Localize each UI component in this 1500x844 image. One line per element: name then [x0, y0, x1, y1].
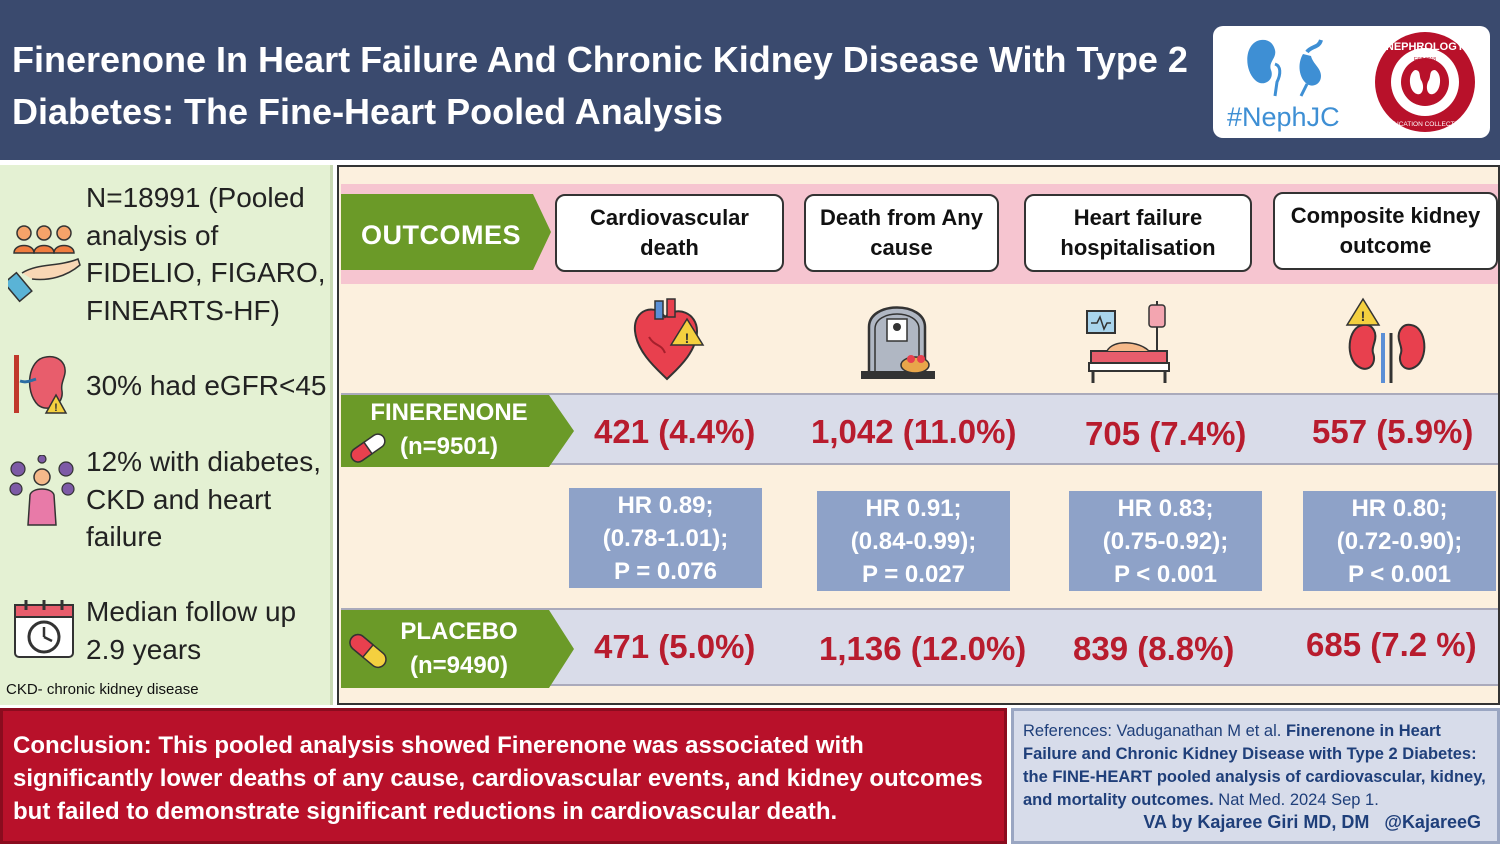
outcomes-header-band: OUTCOMES Cardiovascular death Death from… [341, 184, 1498, 284]
hr-p-line: P < 0.001 [1114, 561, 1217, 588]
reference-prefix: References: Vaduganathan M et al. [1023, 722, 1282, 740]
svg-text:!: ! [54, 402, 58, 414]
placebo-cv-death-value: 471 (5.0%) [594, 628, 756, 665]
placebo-n: (n=9490) [409, 652, 509, 679]
finerenone-arrow-shape [341, 395, 574, 467]
logo-box: #NephJC NEPHROLOGY EDUCATION COLLECTIVE … [1213, 26, 1490, 138]
hr-p-line: P = 0.076 [614, 558, 717, 585]
finerenone-row: FINERENONE (n=9501) 421 (4.4%) 1,042 (11… [341, 393, 1498, 467]
placebo-hf-value: 839 (8.8%) [1073, 630, 1235, 667]
references-box: References: Vaduganathan M et al. Finere… [1011, 708, 1500, 844]
stat-egfr: 30% had eGFR<45 [86, 370, 327, 401]
hr-p-line: P = 0.027 [862, 561, 965, 588]
finerenone-label: FINERENONE [370, 399, 528, 426]
placebo-kidney-value: 685 (7.2 %) [1306, 626, 1477, 663]
finerenone-cv-death-value: 421 (4.4%) [594, 413, 756, 450]
finerenone-hf-value: 705 (7.4%) [1085, 415, 1247, 452]
hr-ci-line: (0.75-0.92); [1102, 528, 1229, 555]
outcome-header-all-cause-death: Death from Any cause [804, 194, 999, 272]
pill-icon [350, 433, 386, 463]
calendar-clock-icon [14, 600, 74, 658]
conclusion-box: Conclusion: This pooled analysis showed … [0, 708, 1007, 844]
nephjc-kidney-logo-icon [1247, 39, 1323, 97]
nec-logo-bottom-text: EDUCATION COLLECTIVE [1385, 121, 1466, 128]
finerenone-kidney-value: 557 (5.9%) [1312, 413, 1474, 450]
stat-pooled-n: N=18991 (Pooled analysis of FIDELIO, FIG… [86, 182, 326, 326]
group-care-icon [8, 225, 81, 303]
nec-logo-top-text: NEPHROLOGY [1386, 41, 1465, 53]
nephjc-logo-text: #NephJC [1227, 102, 1340, 132]
kidney-warning-icon: ! [1345, 297, 1426, 383]
hr-ci-line: (0.84-0.99); [850, 528, 977, 555]
reference-title: Finerenone in Heart Failure and Chronic … [1023, 722, 1486, 809]
hospital-bed-icon [1086, 301, 1170, 383]
finerenone-n: (n=9501) [399, 433, 499, 460]
patient-conditions-icon [9, 455, 75, 526]
page-title: Finerenone In Heart Failure And Chronic … [12, 39, 1188, 132]
placebo-row: PLACEBO (n=9490) 471 (5.0%) 1,136 (12.0%… [341, 608, 1498, 688]
reference-text: References: Vaduganathan M et al. Finere… [1023, 720, 1493, 812]
kidney-warning-icon: ! [14, 355, 68, 414]
placebo-all-cause-value: 1,136 (12.0%) [819, 630, 1027, 667]
gravestone-icon [861, 306, 935, 379]
stat-follow-up: Median follow up 2.9 years [86, 596, 297, 665]
heart-warning-icon: ! [633, 298, 705, 381]
svg-text:!: ! [685, 330, 690, 346]
hr-line: HR 0.91; [865, 495, 962, 522]
outcome-header-hf-hospitalisation: Heart failure hospitalisation [1024, 194, 1252, 272]
outcome-header-kidney: Composite kidney outcome [1273, 192, 1498, 270]
capsule-icon [349, 633, 387, 669]
hr-line: HR 0.89; [617, 492, 714, 519]
conclusion-text: Conclusion: This pooled analysis showed … [13, 732, 983, 825]
hr-line: HR 0.80; [1351, 495, 1448, 522]
outcome-header-cv-death: Cardiovascular death [555, 194, 784, 272]
reference-journal: Nat Med. 2024 Sep 1. [1218, 791, 1379, 809]
study-summary-panel: N=18991 (Pooled analysis of FIDELIO, FIG… [0, 165, 333, 705]
hr-box-all-cause-death: HR 0.91; (0.84-0.99); P = 0.027 [817, 491, 1010, 591]
outcomes-panel: OUTCOMES Cardiovascular death Death from… [337, 165, 1500, 705]
outcomes-label: OUTCOMES [361, 220, 522, 250]
placebo-arrow-shape [341, 610, 574, 688]
outcomes-arrow-shape [341, 194, 551, 270]
hr-box-kidney: HR 0.80; (0.72-0.90); P < 0.001 [1303, 491, 1496, 591]
hr-ci-line: (0.72-0.90); [1336, 528, 1463, 555]
nec-logo-est-text: EST 2018 [1414, 57, 1436, 63]
ckd-footnote: CKD- chronic kidney disease [6, 681, 199, 698]
hr-box-hf-hospitalisation: HR 0.83; (0.75-0.92); P < 0.001 [1069, 491, 1262, 591]
svg-text:!: ! [1361, 308, 1366, 324]
finerenone-all-cause-value: 1,042 (11.0%) [811, 413, 1017, 450]
author-credit: VA by Kajaree Giri MD, DM @KajareeG [1143, 812, 1481, 832]
hr-p-line: P < 0.001 [1348, 561, 1451, 588]
header-banner: Finerenone In Heart Failure And Chronic … [0, 0, 1500, 160]
placebo-label: PLACEBO [400, 618, 518, 645]
hr-ci-line: (0.78-1.01); [602, 525, 729, 552]
hr-line: HR 0.83; [1117, 495, 1214, 522]
hr-box-cv-death: HR 0.89; (0.78-1.01); P = 0.076 [569, 488, 762, 588]
stat-dm-ckd-hf: 12% with diabetes, CKD and heart failure [86, 446, 322, 552]
nephrology-education-collective-logo-icon: NEPHROLOGY EDUCATION COLLECTIVE EST 2018 [1375, 32, 1475, 132]
